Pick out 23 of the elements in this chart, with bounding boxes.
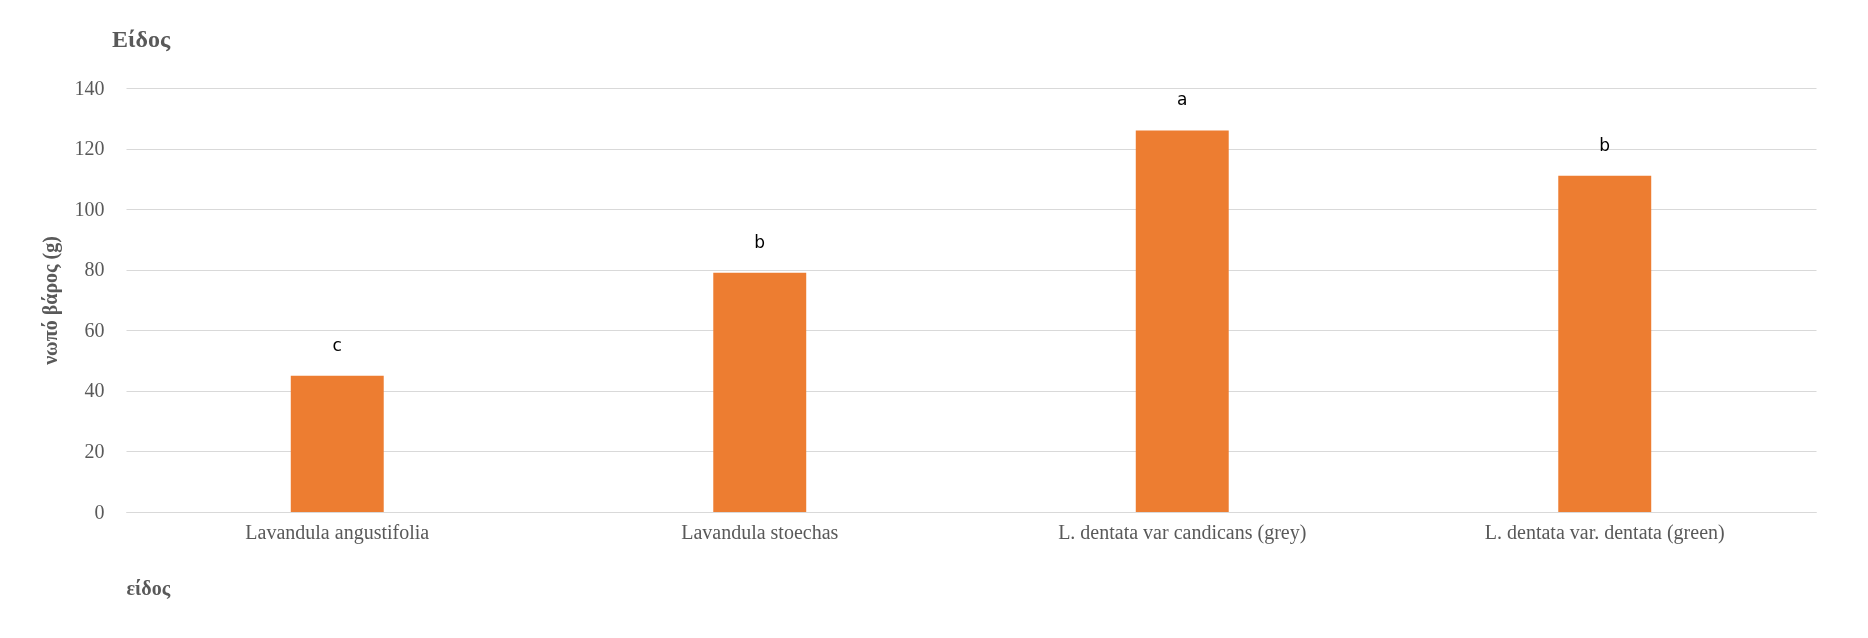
x-axis-title: είδος <box>126 576 171 600</box>
y-tick-label: 0 <box>94 500 105 523</box>
y-tick-label: 80 <box>84 258 105 281</box>
y-tick-label: 40 <box>84 379 105 402</box>
y-tick-label: 140 <box>74 76 105 99</box>
bar <box>1558 175 1652 512</box>
x-tick-label: Lavandula angustifolia <box>245 520 430 544</box>
annotation: a <box>1177 89 1188 110</box>
annotation: c <box>332 334 342 355</box>
x-tick-label: L. dentata var candicans (grey) <box>1058 520 1307 544</box>
y-tick-label: 60 <box>84 318 105 341</box>
annotation: b <box>754 231 766 252</box>
y-tick-label: 100 <box>74 197 105 220</box>
chart-title: Είδος <box>112 26 171 52</box>
y-axis-title: νωπό βάρος (g) <box>38 236 62 366</box>
y-tick-label: 20 <box>84 439 105 462</box>
bar <box>713 272 807 512</box>
annotation: b <box>1599 134 1611 155</box>
x-tick-label: L. dentata var. dentata (green) <box>1484 520 1725 544</box>
y-tick-label: 120 <box>74 137 105 160</box>
bar <box>1135 130 1229 512</box>
bar <box>290 375 384 512</box>
x-tick-label: Lavandula stoechas <box>681 520 839 543</box>
